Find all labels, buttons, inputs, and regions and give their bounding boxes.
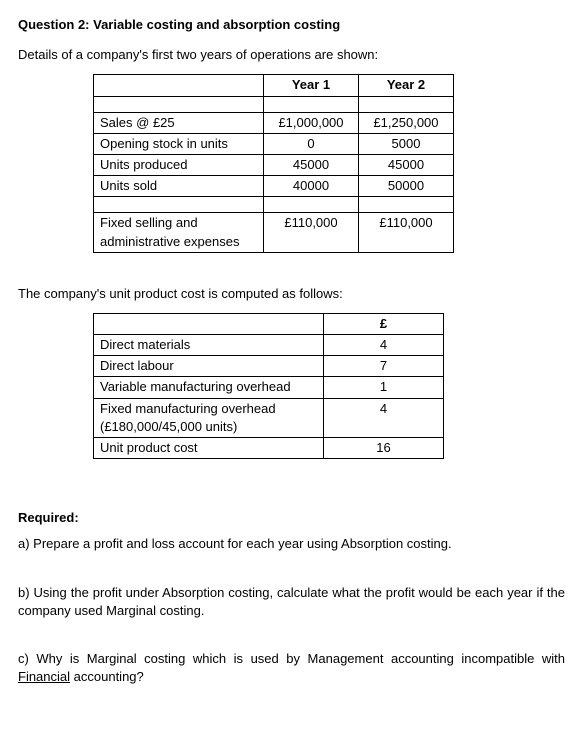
table-row: Direct labour 7 [94,356,444,377]
row-y2: 45000 [359,154,454,175]
header-year2: Year 2 [359,75,454,96]
row-label: Opening stock in units [94,133,264,154]
row-y2: 50000 [359,176,454,197]
row-label: Variable manufacturing overhead [94,377,324,398]
required-a: a) Prepare a profit and loss account for… [18,535,565,553]
row-label: Unit product cost [94,438,324,459]
header-blank [94,75,264,96]
table-row: Opening stock in units 0 5000 [94,133,454,154]
row-value: 4 [324,335,444,356]
row-y1: £1,000,000 [264,112,359,133]
row-value: 7 [324,356,444,377]
row-y1: 40000 [264,176,359,197]
required-c-underlined: Financial [18,669,70,684]
table-row: Unit product cost 16 [94,438,444,459]
table-row: Units sold 40000 50000 [94,176,454,197]
required-b: b) Using the profit under Absorption cos… [18,584,565,620]
intro-text: Details of a company's first two years o… [18,46,565,64]
operations-table: Year 1 Year 2 Sales @ £25 £1,000,000 £1,… [93,74,454,252]
row-value: 16 [324,438,444,459]
table-row: Fixed manufacturing overhead (£180,000/4… [94,398,444,437]
table-row: Variable manufacturing overhead 1 [94,377,444,398]
row-label: Direct labour [94,356,324,377]
row-y1: 0 [264,133,359,154]
header-year1: Year 1 [264,75,359,96]
subheading: The company's unit product cost is compu… [18,285,565,303]
row-label: Fixed manufacturing overhead (£180,000/4… [94,398,324,437]
row-y2: £1,250,000 [359,112,454,133]
table-row: Direct materials 4 [94,335,444,356]
row-label: Fixed selling and administrative expense… [94,213,264,252]
row-value: 4 [324,398,444,437]
row-label: Units produced [94,154,264,175]
required-c: c) Why is Marginal costing which is used… [18,650,565,686]
header-currency: £ [324,313,444,334]
unit-cost-table: £ Direct materials 4 Direct labour 7 Var… [93,313,444,459]
row-y1: £110,000 [264,213,359,252]
table-row: Sales @ £25 £1,000,000 £1,250,000 [94,112,454,133]
row-y2: 5000 [359,133,454,154]
row-value: 1 [324,377,444,398]
row-label: Direct materials [94,335,324,356]
table-row: Units produced 45000 45000 [94,154,454,175]
required-c-pre: c) Why is Marginal costing which is used… [18,651,565,666]
row-label: Units sold [94,176,264,197]
question-title: Question 2: Variable costing and absorpt… [18,16,565,34]
table-row: Fixed selling and administrative expense… [94,213,454,252]
header-blank [94,313,324,334]
row-y2: £110,000 [359,213,454,252]
required-heading: Required: [18,509,565,527]
required-c-post: accounting? [70,669,144,684]
row-label: Sales @ £25 [94,112,264,133]
row-y1: 45000 [264,154,359,175]
